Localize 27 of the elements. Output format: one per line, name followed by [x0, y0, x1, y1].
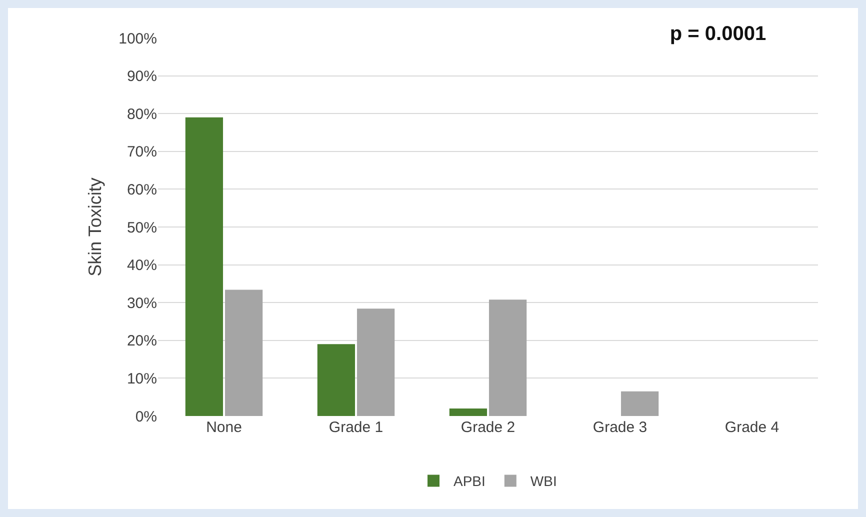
- bar: [356, 308, 395, 416]
- y-tick-label: 70%: [126, 144, 157, 161]
- y-tick-label: 30%: [126, 294, 157, 312]
- x-tick-label: Grade 2: [460, 419, 516, 436]
- bar: [185, 117, 224, 416]
- legend-label: WBI: [530, 473, 557, 490]
- x-tick-label: Grade 1: [328, 419, 384, 436]
- y-tick-label: 20%: [126, 332, 157, 350]
- bar: [488, 300, 527, 416]
- bar: [449, 408, 488, 416]
- y-tick-label: 50%: [126, 219, 157, 236]
- y-tick-label: 40%: [126, 257, 157, 274]
- bar: [224, 290, 263, 416]
- y-tick-label: 10%: [126, 370, 157, 388]
- y-tick-label: 60%: [126, 181, 157, 198]
- y-axis-title: Skin Toxicity: [84, 178, 105, 276]
- y-tick-label: 90%: [126, 68, 157, 86]
- y-tick-label: 0%: [135, 408, 157, 426]
- legend-label: APBI: [454, 473, 486, 490]
- bar: [620, 391, 659, 416]
- x-tick-label: Grade 3: [592, 419, 648, 436]
- annotation: p = 0.0001: [670, 23, 766, 45]
- bar: [317, 344, 356, 416]
- x-tick-label: None: [206, 419, 242, 436]
- x-tick-label: Grade 4: [724, 419, 780, 436]
- y-tick-label: 80%: [126, 106, 157, 123]
- y-tick-label: 100%: [118, 30, 157, 48]
